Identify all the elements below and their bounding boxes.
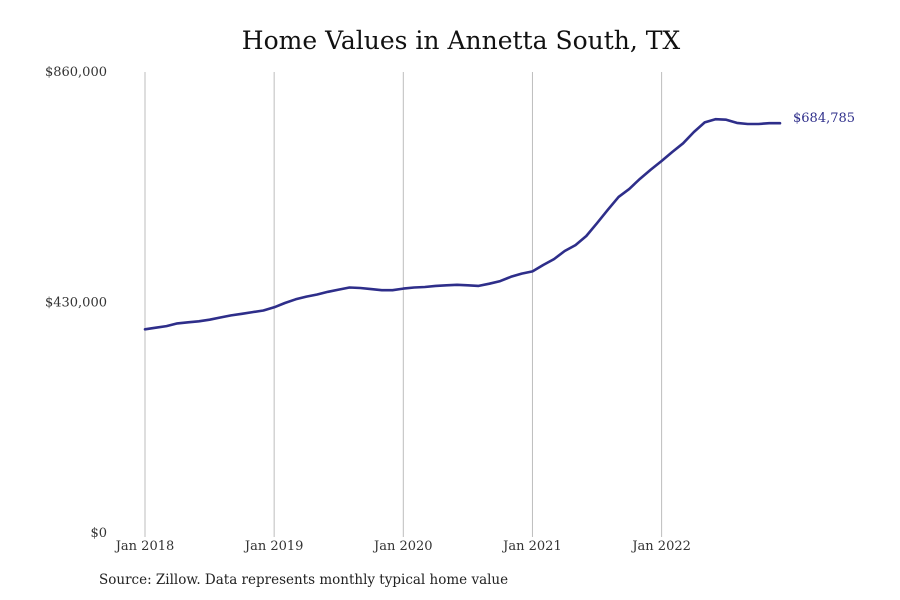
x-tick-label: Jan 2020: [372, 539, 433, 554]
source-note: Source: Zillow. Data represents monthly …: [99, 572, 509, 588]
series-line: [143, 117, 782, 331]
x-tick-label: Jan 2019: [243, 539, 304, 554]
y-tick-label: $860,000: [45, 65, 107, 80]
x-tick-label: Jan 2018: [114, 539, 175, 554]
y-tick-label: $430,000: [45, 296, 107, 311]
y-axis-ticks: $0 $430,000 $860,000: [45, 65, 107, 541]
chart-title: Home Values in Annetta South, TX: [241, 26, 681, 55]
x-axis-ticks: Jan 2018 Jan 2019 Jan 2020 Jan 2021 Jan 2022: [114, 539, 691, 554]
x-tick-label: Jan 2022: [630, 539, 691, 554]
series-layer: $684,785: [143, 111, 855, 331]
gridlines: [144, 72, 663, 537]
end-value-label: $684,785: [793, 111, 855, 126]
y-tick-label: $0: [90, 526, 107, 541]
x-tick-label: Jan 2021: [501, 539, 562, 554]
